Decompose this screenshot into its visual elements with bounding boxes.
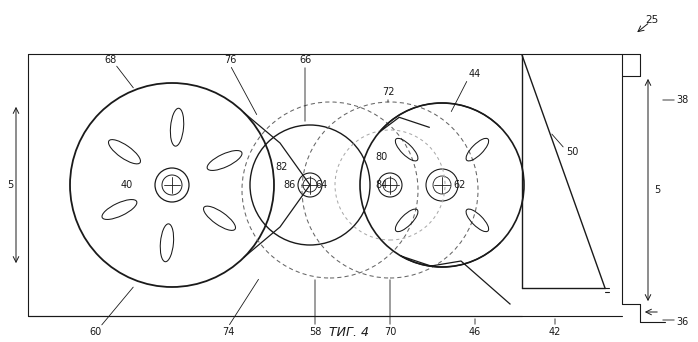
Text: 5: 5	[7, 180, 13, 190]
Text: 64: 64	[316, 180, 328, 190]
Text: 72: 72	[382, 87, 394, 97]
Text: 42: 42	[549, 327, 561, 337]
Text: 76: 76	[224, 55, 236, 65]
Text: 40: 40	[121, 180, 133, 190]
Text: 36: 36	[676, 317, 688, 327]
Text: ΤИГ. 4: ΤИГ. 4	[329, 326, 369, 339]
Text: 74: 74	[222, 327, 235, 337]
Text: 62: 62	[454, 180, 466, 190]
Text: 44: 44	[469, 69, 481, 79]
Text: 80: 80	[376, 152, 388, 162]
Text: 50: 50	[566, 147, 578, 157]
Text: 68: 68	[104, 55, 116, 65]
Text: 86: 86	[284, 180, 296, 190]
Text: 38: 38	[676, 95, 688, 105]
Text: 70: 70	[384, 327, 396, 337]
Text: 84: 84	[376, 180, 388, 190]
Text: 82: 82	[276, 162, 288, 172]
Text: 66: 66	[299, 55, 311, 65]
Text: 58: 58	[309, 327, 321, 337]
Text: 46: 46	[469, 327, 481, 337]
Text: 25: 25	[646, 15, 659, 25]
Text: 5: 5	[654, 185, 660, 195]
Text: 60: 60	[89, 327, 101, 337]
